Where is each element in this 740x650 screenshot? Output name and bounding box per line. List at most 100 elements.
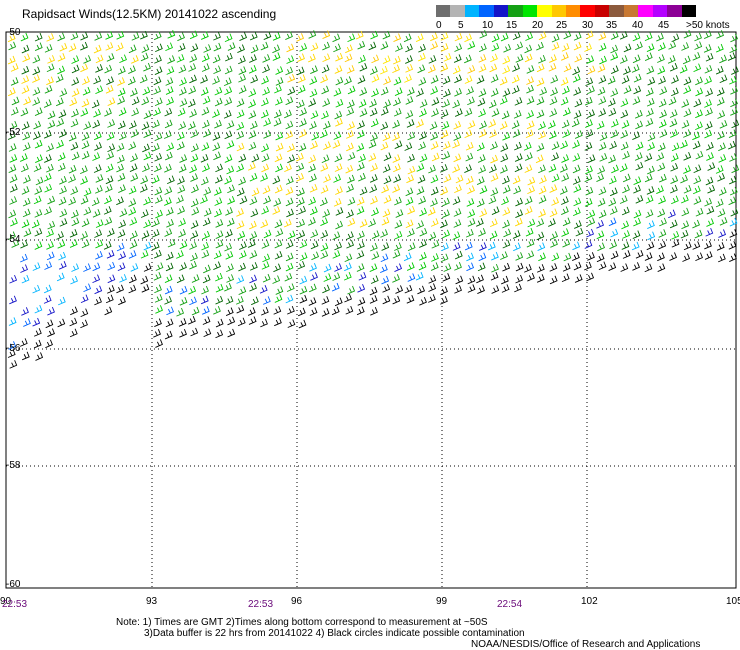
wind-barb [261,205,270,215]
wind-barb [430,32,438,42]
wind-barb [561,154,570,163]
wind-barb [107,119,116,128]
wind-barb [335,118,343,127]
wind-barb [104,306,113,316]
wind-barb [165,318,174,328]
wind-barb [143,129,152,139]
wind-barb [440,296,448,305]
wind-barb [382,295,391,305]
legend-swatch [638,5,654,17]
wind-barb [359,186,368,196]
wind-barb [249,220,257,230]
wind-barb [416,88,424,97]
wind-barb [525,129,534,139]
wind-barb [478,63,487,73]
wind-barb [419,297,427,306]
wind-barb [201,241,209,251]
wind-barb [465,228,474,238]
wind-barb [610,129,619,139]
wind-barb [454,43,463,52]
wind-barb [323,263,332,273]
wind-barb [107,97,116,106]
wind-barb [730,107,738,116]
wind-barb [71,151,80,161]
wind-barb [418,52,426,62]
wind-barb [502,207,511,216]
wind-barb [574,53,583,63]
wind-barb [308,98,317,107]
wind-barb [119,54,127,64]
wind-barb [631,241,640,251]
wind-barb [549,130,557,140]
wind-barb [8,341,17,350]
wind-barb [358,271,367,281]
wind-barb [261,163,270,173]
wind-barb [9,120,18,130]
wind-barb [33,339,42,349]
wind-barb [407,273,416,282]
wind-barb [465,152,474,162]
wind-barb [415,271,424,281]
wind-barb [647,231,656,241]
wind-barb [572,252,580,261]
wind-barb [116,163,124,173]
wind-barb [215,219,224,228]
wind-barb [403,252,412,262]
wind-barb [380,121,389,131]
wind-barb [105,163,114,173]
wind-barb [442,75,451,85]
wind-barb [599,132,608,141]
wind-barb [536,231,545,241]
wind-barb [501,284,510,293]
y-tick-label: -58 [6,460,21,471]
wind-barb [380,229,388,238]
wind-barb [477,154,486,163]
wind-barb [139,184,148,193]
wind-barb [261,97,269,107]
wind-barb [658,119,667,129]
wind-barb [93,44,102,54]
wind-barb [140,30,148,40]
wind-barb [369,242,378,252]
wind-barb [21,274,30,284]
wind-barb [442,273,451,282]
wind-barb [57,318,66,328]
wind-barb [189,109,197,118]
wind-barb [621,206,630,216]
wind-barb [621,241,630,250]
wind-barb [609,206,618,215]
wind-barb [359,62,368,72]
wind-barb [287,305,295,315]
wind-barb [619,31,628,40]
wind-barb [572,164,581,174]
wind-barb [718,187,727,196]
wind-barb [572,73,581,83]
wind-barb [251,187,260,197]
wind-barb [455,275,464,285]
wind-barb [644,173,653,183]
wind-barb [285,186,294,196]
wind-barb [479,29,488,39]
wind-barb [68,164,77,174]
wind-barb [119,208,128,217]
wind-barb [490,141,498,151]
wind-barb [32,54,41,64]
wind-barb [81,239,90,249]
legend-swatch [667,5,683,17]
wind-barb [501,196,509,206]
wind-barb [322,30,331,39]
wind-barb [176,131,185,141]
wind-barb [226,165,235,175]
wind-barb [622,173,631,183]
wind-barb [287,230,296,240]
wind-barb [502,132,511,141]
wind-barb [308,283,317,293]
wind-barb [392,154,401,163]
wind-barb [418,43,426,53]
wind-barb [57,53,66,62]
legend-swatch [681,5,697,17]
wind-barb [237,230,246,240]
wind-barb [44,154,52,163]
wind-barb [151,229,160,238]
wind-barb [165,251,174,261]
